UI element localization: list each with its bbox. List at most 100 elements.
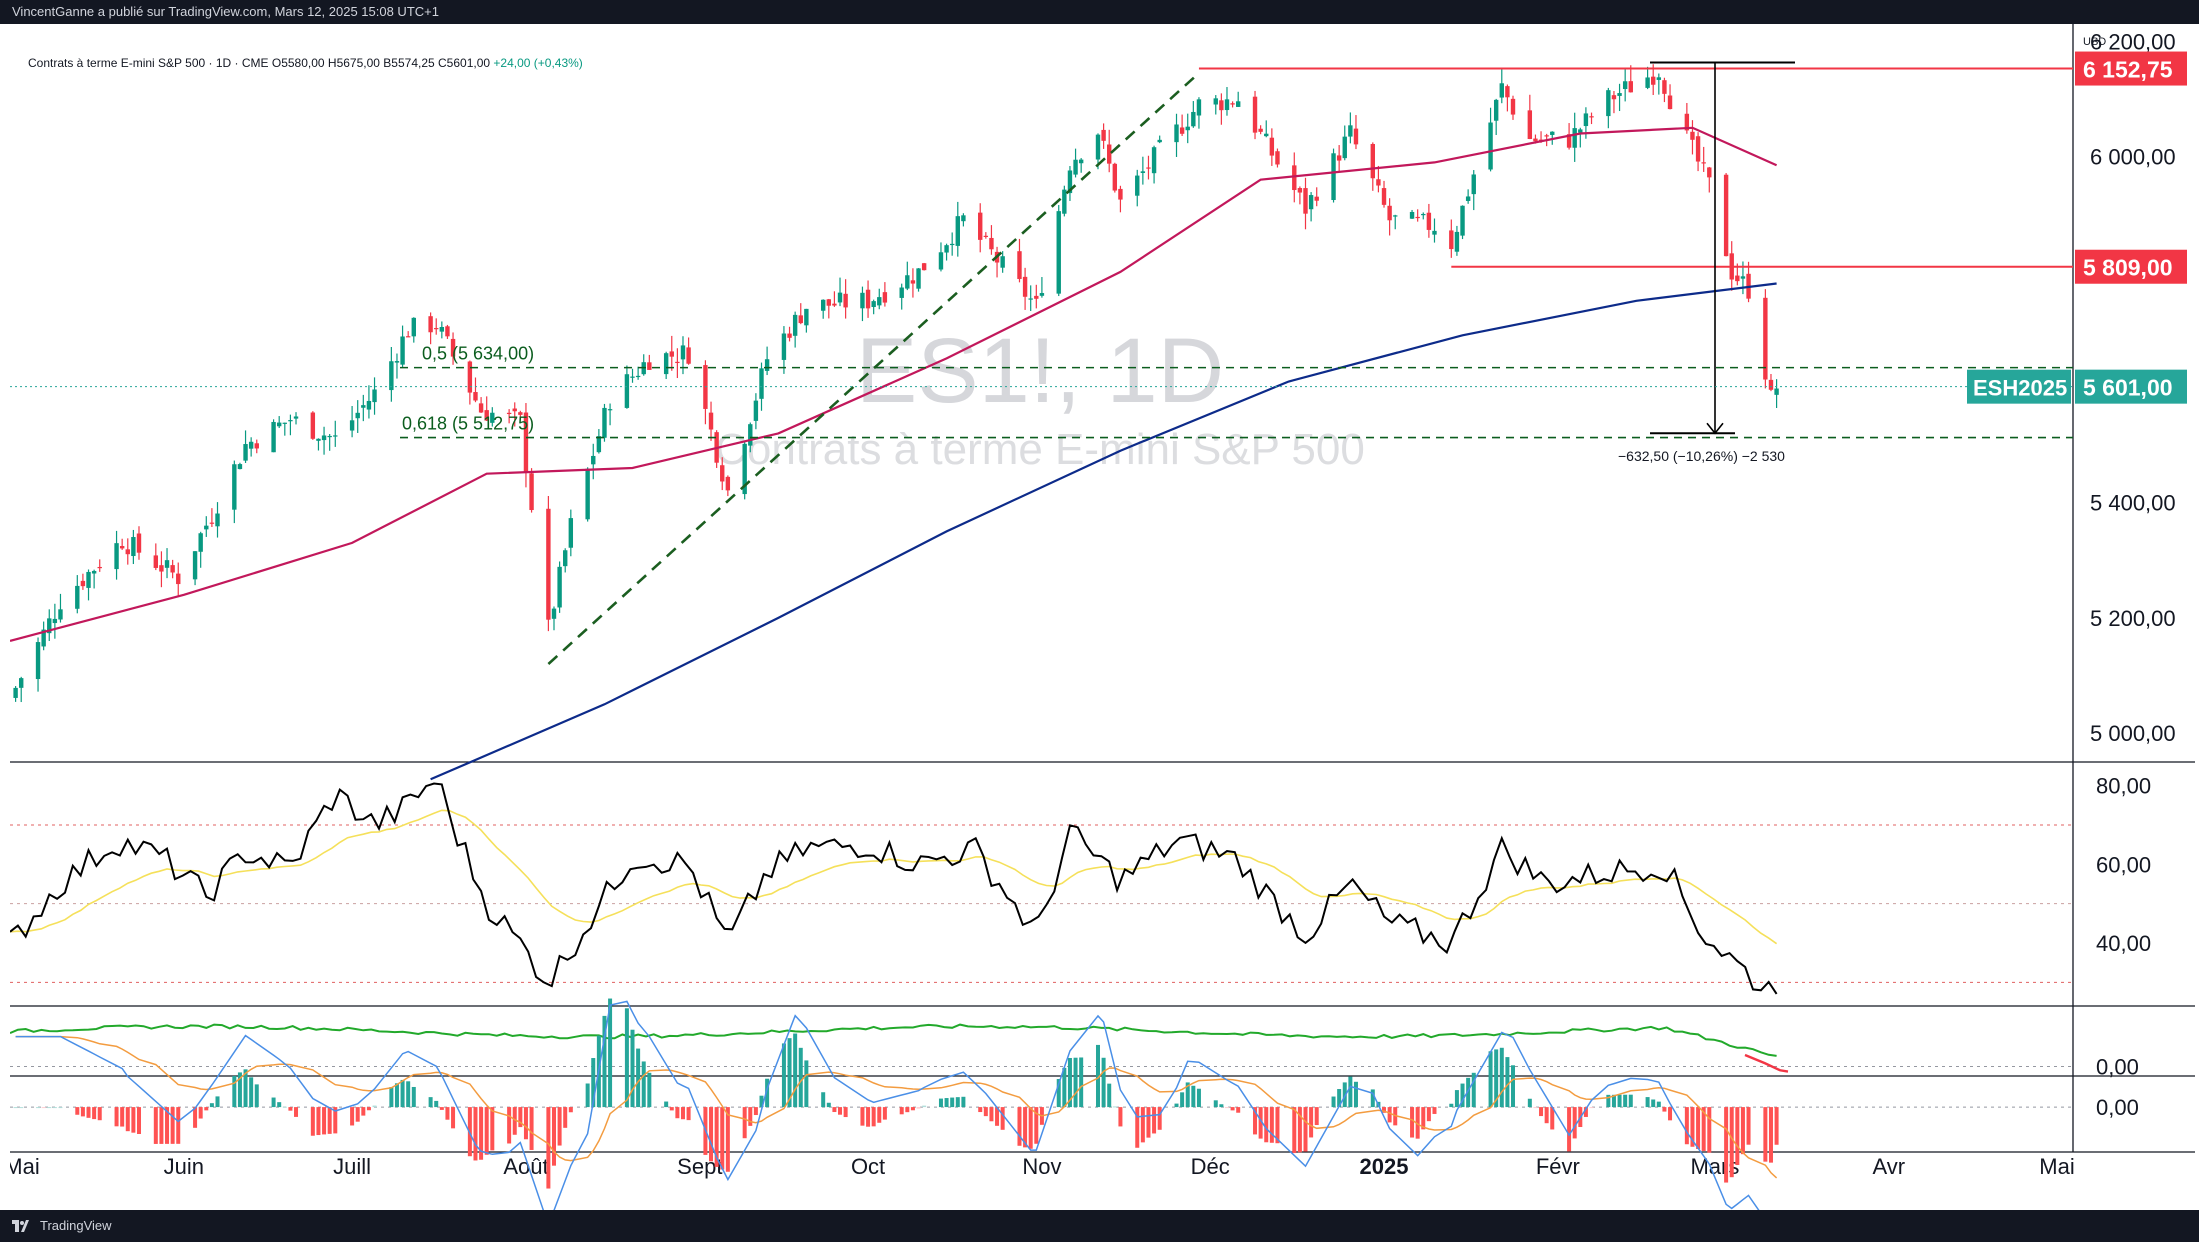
time-axis-label: Juill bbox=[333, 1154, 371, 1179]
candle-body bbox=[1073, 159, 1078, 175]
candle-body bbox=[1269, 137, 1275, 156]
fib-level-label: 0,5 (5 634,00) bbox=[422, 344, 534, 364]
candle-body bbox=[1303, 188, 1308, 214]
macd-bar bbox=[1410, 1107, 1415, 1138]
candle-body bbox=[1690, 131, 1695, 140]
candle-body bbox=[428, 316, 433, 333]
candle-body bbox=[1667, 95, 1673, 110]
measure-label: −632,50 (−10,26%) −2 530 bbox=[1618, 448, 1785, 464]
candle-body bbox=[1331, 153, 1336, 201]
candle-body bbox=[1426, 212, 1432, 230]
macd-tick-label: 0,00 bbox=[2096, 1095, 2139, 1120]
candle-body bbox=[798, 315, 803, 324]
macd-bar bbox=[237, 1072, 242, 1108]
candle-body bbox=[176, 573, 181, 585]
macd-bar bbox=[1023, 1107, 1028, 1148]
candle-body bbox=[333, 435, 338, 437]
macd-bar bbox=[131, 1107, 136, 1133]
macd-bar bbox=[1606, 1094, 1611, 1108]
candle-body bbox=[125, 549, 130, 555]
time-axis-label: Déc bbox=[1191, 1154, 1230, 1179]
candle-body bbox=[1421, 213, 1426, 216]
macd-bar bbox=[153, 1107, 158, 1144]
candle-body bbox=[882, 292, 888, 303]
price-tick-label: 5 200,00 bbox=[2090, 606, 2176, 631]
macd-bar bbox=[41, 1107, 46, 1109]
macd-bar bbox=[1062, 1067, 1067, 1108]
candle-body bbox=[1583, 113, 1589, 127]
macd-bar bbox=[58, 1107, 63, 1109]
candle-body bbox=[1258, 128, 1263, 132]
chart-frame[interactable]: ES1!, 1D Contrats à terme E-mini S&P 500 U… bbox=[10, 24, 2195, 1210]
macd-bar bbox=[439, 1107, 444, 1110]
macd-bar bbox=[636, 1048, 641, 1108]
macd-bar bbox=[1264, 1107, 1269, 1143]
macd-bar bbox=[905, 1107, 910, 1113]
macd-bar bbox=[1314, 1107, 1319, 1126]
macd-signal-line bbox=[15, 1035, 1778, 1179]
macd-bar bbox=[277, 1102, 282, 1108]
candle-body bbox=[792, 314, 798, 336]
candle-body bbox=[349, 420, 355, 431]
candle-body bbox=[916, 268, 921, 289]
macd-bar bbox=[1387, 1107, 1392, 1123]
macd-bar bbox=[1656, 1101, 1661, 1108]
candle-body bbox=[877, 297, 882, 306]
macd-bar bbox=[1567, 1107, 1572, 1152]
macd-bar bbox=[1224, 1107, 1229, 1109]
candle-body bbox=[949, 243, 955, 246]
price-tag-label: 6 152,75 bbox=[2083, 57, 2173, 83]
macd-bar bbox=[1236, 1107, 1241, 1113]
macd-bar bbox=[568, 1107, 573, 1113]
candle-body bbox=[551, 608, 557, 619]
candle-body bbox=[400, 336, 405, 365]
macd-bar bbox=[209, 1103, 214, 1108]
candle-body bbox=[1353, 128, 1359, 145]
macd-bar bbox=[170, 1107, 175, 1144]
macd-bar bbox=[114, 1107, 119, 1127]
time-axis-label: Févr bbox=[1536, 1154, 1580, 1179]
candle-body bbox=[1460, 205, 1465, 236]
macd-bar bbox=[97, 1107, 102, 1121]
candle-body bbox=[478, 403, 484, 413]
candle-body bbox=[1236, 101, 1241, 107]
candle-body bbox=[473, 392, 478, 401]
macd-bar bbox=[950, 1097, 955, 1108]
candle-body bbox=[1622, 81, 1628, 90]
candle-body bbox=[725, 476, 731, 491]
macd-bar bbox=[1157, 1107, 1162, 1130]
candle-body bbox=[35, 642, 41, 680]
candle-body bbox=[1213, 98, 1218, 105]
macd-bar bbox=[322, 1107, 327, 1135]
candle-body bbox=[1488, 122, 1493, 170]
fib-level-label: 0,618 (5 512,75) bbox=[402, 414, 534, 434]
candle-body bbox=[1342, 136, 1347, 159]
macd-bar bbox=[406, 1081, 411, 1108]
time-axis-label: Mai bbox=[2039, 1154, 2074, 1179]
candle-body bbox=[159, 565, 164, 572]
macd-bar bbox=[1348, 1076, 1353, 1108]
candle-body bbox=[19, 678, 24, 688]
macd-bar bbox=[310, 1107, 315, 1136]
macd-bar bbox=[1449, 1103, 1454, 1108]
macd-bar bbox=[585, 1083, 590, 1108]
candle-body bbox=[518, 412, 523, 415]
candle-body bbox=[327, 435, 332, 438]
candle-body bbox=[316, 438, 321, 441]
candle-body bbox=[282, 422, 288, 424]
macd-bar bbox=[1505, 1057, 1510, 1108]
candle-body bbox=[860, 292, 865, 309]
macd-bar bbox=[176, 1107, 181, 1144]
macd-bar bbox=[546, 1107, 551, 1189]
macd-bar bbox=[1740, 1107, 1745, 1155]
candle-body bbox=[1415, 216, 1420, 219]
candle-body bbox=[680, 345, 686, 360]
macd-bar bbox=[765, 1078, 770, 1108]
candle-body bbox=[596, 436, 602, 453]
candle-body bbox=[1533, 138, 1538, 142]
candle-body bbox=[1499, 83, 1504, 98]
macd-bar bbox=[136, 1107, 141, 1134]
candle-body bbox=[1432, 230, 1437, 235]
macd-bar bbox=[1275, 1107, 1280, 1144]
